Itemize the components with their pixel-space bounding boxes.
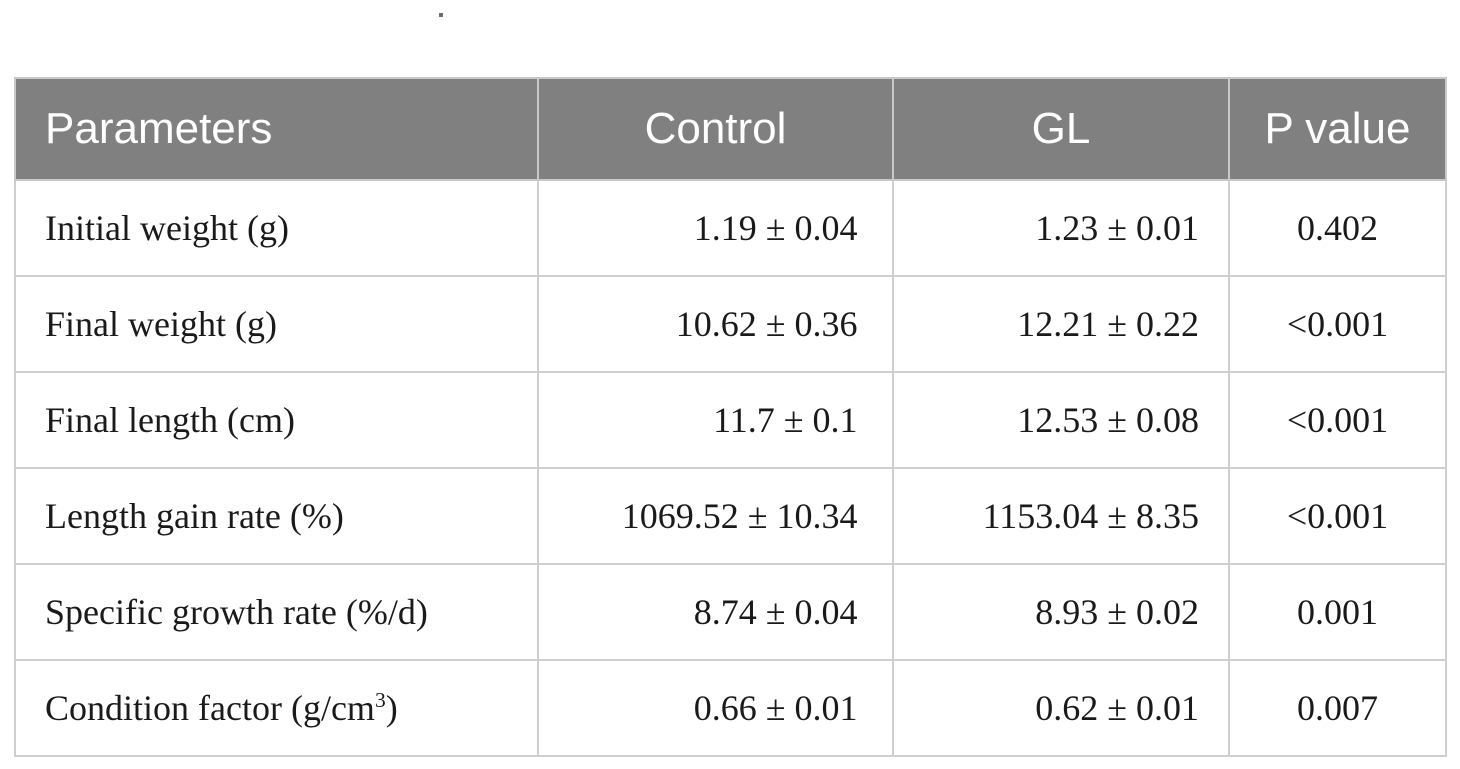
cell-gl: 1.23 ± 0.01 xyxy=(892,179,1230,277)
gl-value: 8.93 ± 0.02 xyxy=(1035,592,1199,632)
cell-gl: 0.62 ± 0.01 xyxy=(892,659,1230,757)
growth-parameters-table: Parameters Control GL P value Initial we… xyxy=(14,77,1447,757)
table-row: Final weight (g) 10.62 ± 0.36 12.21 ± 0.… xyxy=(14,275,1447,373)
cell-parameter: Final weight (g) xyxy=(14,275,539,373)
control-value: 1.19 ± 0.04 xyxy=(693,208,858,248)
table-row: Initial weight (g) 1.19 ± 0.04 1.23 ± 0.… xyxy=(14,179,1447,277)
header-gl: GL xyxy=(892,77,1230,181)
header-p-value: P value xyxy=(1228,77,1447,181)
cell-p-value: 0.007 xyxy=(1228,659,1447,757)
cell-control: 10.62 ± 0.36 xyxy=(537,275,894,373)
cell-control: 1069.52 ± 10.34 xyxy=(537,467,894,565)
cell-control: 8.74 ± 0.04 xyxy=(537,563,894,661)
stray-dot xyxy=(439,13,443,17)
cell-gl: 12.21 ± 0.22 xyxy=(892,275,1230,373)
superscript: 3 xyxy=(374,688,386,712)
cell-p-value: <0.001 xyxy=(1228,467,1447,565)
cell-parameter: Initial weight (g) xyxy=(14,179,539,277)
cell-parameter: Length gain rate (%) xyxy=(14,467,539,565)
gl-value: 1.23 ± 0.01 xyxy=(1035,208,1199,248)
gl-value: 1153.04 ± 8.35 xyxy=(982,496,1199,536)
control-value: 8.74 ± 0.04 xyxy=(693,592,858,632)
cell-p-value: <0.001 xyxy=(1228,371,1447,469)
gl-value: 12.21 ± 0.22 xyxy=(1017,304,1199,344)
gl-value: 0.62 ± 0.01 xyxy=(1035,688,1199,728)
cell-parameter: Condition factor (g/cm3) xyxy=(14,659,539,757)
cell-gl: 8.93 ± 0.02 xyxy=(892,563,1230,661)
table-row: Length gain rate (%) 1069.52 ± 10.34 115… xyxy=(14,467,1447,565)
cell-gl: 1153.04 ± 8.35 xyxy=(892,467,1230,565)
cell-parameter: Specific growth rate (%/d) xyxy=(14,563,539,661)
cell-control: 0.66 ± 0.01 xyxy=(537,659,894,757)
table-row: Specific growth rate (%/d) 8.74 ± 0.04 8… xyxy=(14,563,1447,661)
cell-control: 11.7 ± 0.1 xyxy=(537,371,894,469)
cell-parameter: Final length (cm) xyxy=(14,371,539,469)
header-parameters: Parameters xyxy=(14,77,539,181)
table-header-row: Parameters Control GL P value xyxy=(14,77,1447,181)
gl-value: 12.53 ± 0.08 xyxy=(1017,400,1199,440)
cell-gl: 12.53 ± 0.08 xyxy=(892,371,1230,469)
control-value: 11.7 ± 0.1 xyxy=(713,400,858,440)
table-row: Final length (cm) 11.7 ± 0.1 12.53 ± 0.0… xyxy=(14,371,1447,469)
parameter-suffix: ) xyxy=(385,688,398,728)
table-row: Condition factor (g/cm3) 0.66 ± 0.01 0.6… xyxy=(14,659,1447,757)
control-value: 0.66 ± 0.01 xyxy=(693,688,858,728)
control-value: 10.62 ± 0.36 xyxy=(675,304,858,344)
cell-control: 1.19 ± 0.04 xyxy=(537,179,894,277)
cell-p-value: 0.402 xyxy=(1228,179,1447,277)
parameter-text: Condition factor (g/cm xyxy=(45,688,375,728)
cell-p-value: 0.001 xyxy=(1228,563,1447,661)
control-value: 1069.52 ± 10.34 xyxy=(621,496,858,536)
header-control: Control xyxy=(537,77,894,181)
cell-p-value: <0.001 xyxy=(1228,275,1447,373)
